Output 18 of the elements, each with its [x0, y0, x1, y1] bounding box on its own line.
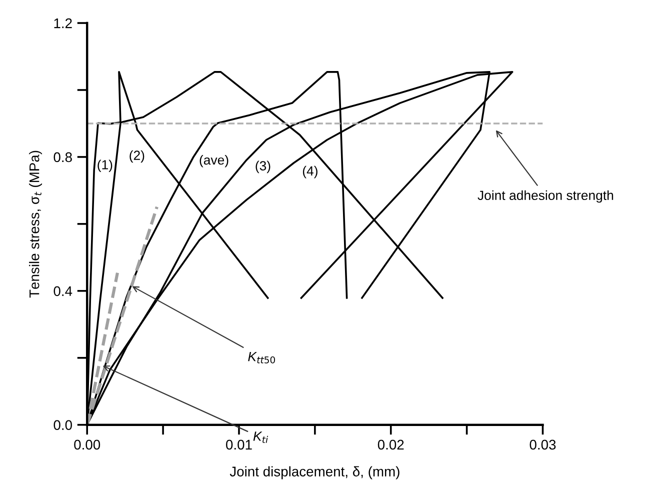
annotation: K$_{tt50}$: [248, 352, 275, 364]
y-tick-label: 1.2: [54, 18, 72, 28]
series-label: (3): [256, 160, 270, 174]
x-tick-label: 0.03: [530, 440, 556, 450]
annotation: K$_{ti}$: [253, 432, 268, 443]
x-tick-label: 0.02: [378, 440, 404, 450]
x-axis-title: Joint displacement, δ, (mm): [230, 466, 400, 480]
y-axis-title: Tensile stress, σ$_{t}$ (MPa): [29, 150, 42, 298]
series-label: (4): [302, 166, 318, 178]
annotation: Joint adhesion strength: [478, 190, 614, 203]
series-label: (2): [130, 150, 144, 163]
x-tick-label: 0.01: [226, 440, 252, 450]
series-label: (ave): [200, 154, 228, 168]
y-tick-label: 0.4: [54, 286, 72, 296]
series-label: (1): [98, 160, 112, 172]
y-tick-label: 0.0: [54, 420, 72, 430]
y-tick-label: 0.8: [54, 152, 72, 162]
x-tick-label: 0.00: [74, 440, 100, 450]
